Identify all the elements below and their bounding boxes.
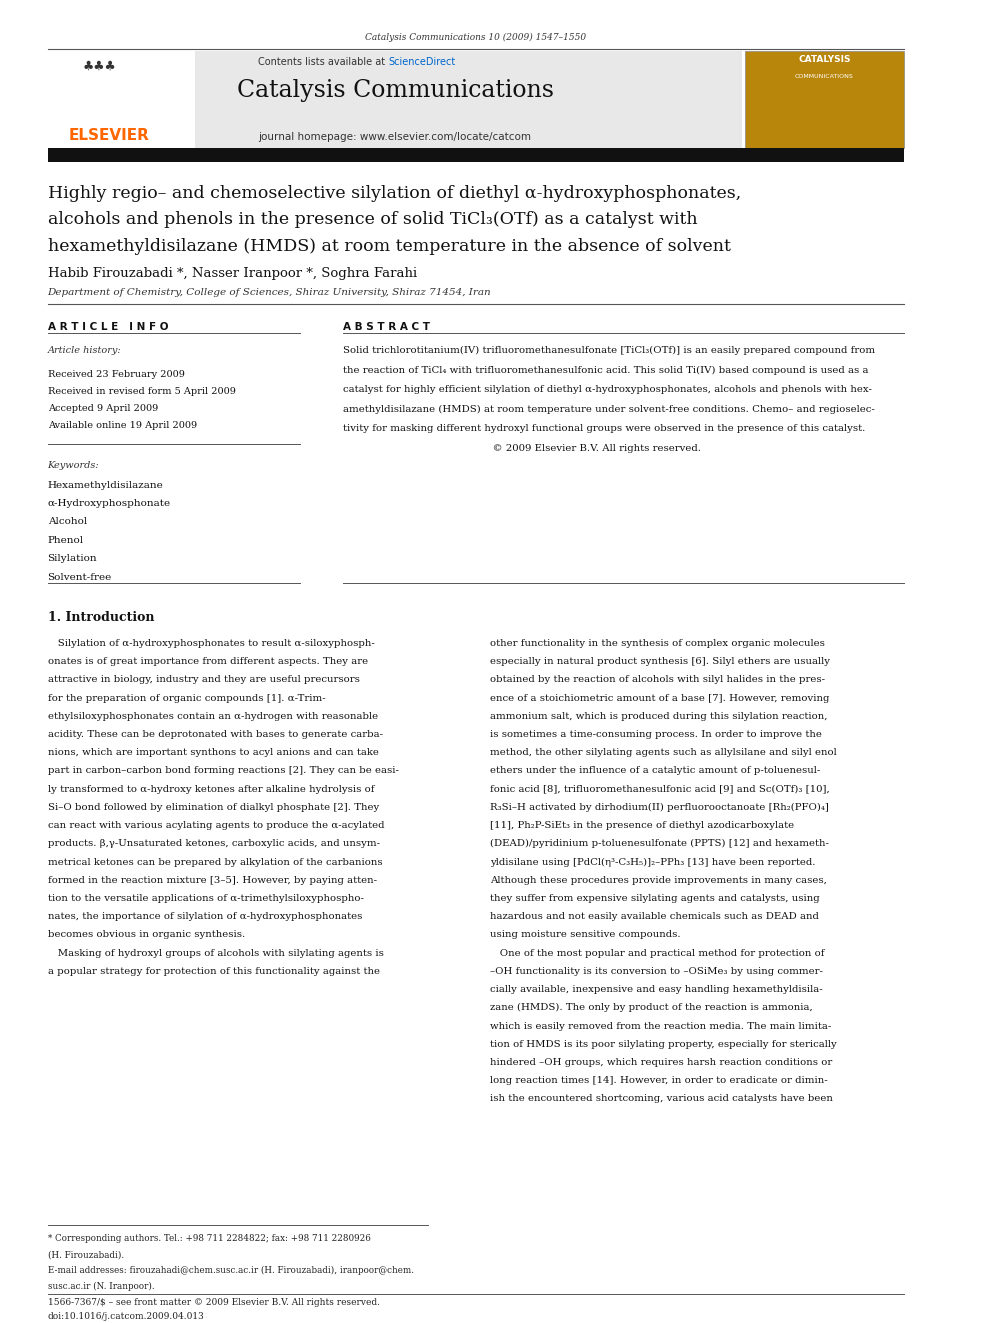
Text: Received in revised form 5 April 2009: Received in revised form 5 April 2009 (48, 386, 235, 396)
Text: ethers under the influence of a catalytic amount of p-toluenesul-: ethers under the influence of a catalyti… (490, 766, 820, 775)
Text: CATALYSIS: CATALYSIS (799, 56, 850, 65)
Text: E-mail addresses: firouzahadi@chem.susc.ac.ir (H. Firouzabadi), iranpoor@chem.: E-mail addresses: firouzahadi@chem.susc.… (48, 1266, 414, 1275)
Text: doi:10.1016/j.catcom.2009.04.013: doi:10.1016/j.catcom.2009.04.013 (48, 1312, 204, 1322)
Text: ammonium salt, which is produced during this silylation reaction,: ammonium salt, which is produced during … (490, 712, 827, 721)
Text: Hexamethyldisilazane: Hexamethyldisilazane (48, 480, 164, 490)
Text: they suffer from expensive silylating agents and catalysts, using: they suffer from expensive silylating ag… (490, 894, 819, 904)
Text: © 2009 Elsevier B.V. All rights reserved.: © 2009 Elsevier B.V. All rights reserved… (342, 443, 700, 452)
FancyBboxPatch shape (745, 52, 905, 148)
Text: COMMUNICATIONS: COMMUNICATIONS (795, 74, 854, 79)
Text: Received 23 February 2009: Received 23 February 2009 (48, 369, 185, 378)
Text: ethylsiloxyphosphonates contain an α-hydrogen with reasonable: ethylsiloxyphosphonates contain an α-hyd… (48, 712, 378, 721)
Text: ♣♣♣: ♣♣♣ (83, 60, 117, 73)
Text: zane (HMDS). The only by product of the reaction is ammonia,: zane (HMDS). The only by product of the … (490, 1003, 813, 1012)
Text: Available online 19 April 2009: Available online 19 April 2009 (48, 421, 196, 430)
Text: amethyldisilazane (HMDS) at room temperature under solvent-free conditions. Chem: amethyldisilazane (HMDS) at room tempera… (342, 405, 874, 414)
Text: Department of Chemistry, College of Sciences, Shiraz University, Shiraz 71454, I: Department of Chemistry, College of Scie… (48, 288, 491, 296)
FancyBboxPatch shape (48, 148, 905, 163)
Text: alcohols and phenols in the presence of solid TiCl₃(OTf) as a catalyst with: alcohols and phenols in the presence of … (48, 212, 697, 229)
Text: ScienceDirect: ScienceDirect (389, 57, 455, 66)
Text: catalyst for highly efficient silylation of diethyl α-hydroxyphosphonates, alcoh: catalyst for highly efficient silylation… (342, 385, 872, 394)
Text: ly transformed to α-hydroxy ketones after alkaline hydrolysis of: ly transformed to α-hydroxy ketones afte… (48, 785, 374, 794)
Text: cially available, inexpensive and easy handling hexamethyldisila-: cially available, inexpensive and easy h… (490, 986, 822, 994)
Text: Catalysis Communications: Catalysis Communications (236, 79, 554, 102)
Text: (DEAD)/pyridinium p-toluenesulfonate (PPTS) [12] and hexameth-: (DEAD)/pyridinium p-toluenesulfonate (PP… (490, 839, 829, 848)
Text: products. β,γ-Unsaturated ketones, carboxylic acids, and unsym-: products. β,γ-Unsaturated ketones, carbo… (48, 839, 380, 848)
Text: using moisture sensitive compounds.: using moisture sensitive compounds. (490, 930, 681, 939)
Text: tivity for masking different hydroxyl functional groups were observed in the pre: tivity for masking different hydroxyl fu… (342, 423, 865, 433)
Text: 1. Introduction: 1. Introduction (48, 611, 154, 624)
Text: fonic acid [8], trifluoromethanesulfonic acid [9] and Sc(OTf)₃ [10],: fonic acid [8], trifluoromethanesulfonic… (490, 785, 830, 794)
Text: journal homepage: www.elsevier.com/locate/catcom: journal homepage: www.elsevier.com/locat… (259, 132, 532, 142)
Text: onates is of great importance from different aspects. They are: onates is of great importance from diffe… (48, 658, 368, 667)
Text: Although these procedures provide improvements in many cases,: Although these procedures provide improv… (490, 876, 827, 885)
Text: [11], Ph₂P-SiEt₃ in the presence of diethyl azodicarboxylate: [11], Ph₂P-SiEt₃ in the presence of diet… (490, 822, 795, 830)
Text: Article history:: Article history: (48, 345, 121, 355)
Text: Si–O bond followed by elimination of dialkyl phosphate [2]. They: Si–O bond followed by elimination of dia… (48, 803, 379, 812)
Text: can react with various acylating agents to produce the α-acylated: can react with various acylating agents … (48, 822, 384, 830)
Text: metrical ketones can be prepared by alkylation of the carbanions: metrical ketones can be prepared by alky… (48, 857, 382, 867)
Text: yldisilane using [PdCl(η³-C₃H₅)]₂–PPh₃ [13] have been reported.: yldisilane using [PdCl(η³-C₃H₅)]₂–PPh₃ [… (490, 857, 815, 867)
Text: R₃Si–H activated by dirhodium(II) perfluorooctanoate [Rh₂(PFO)₄]: R₃Si–H activated by dirhodium(II) perflu… (490, 803, 829, 812)
Text: Phenol: Phenol (48, 536, 83, 545)
Text: nions, which are important synthons to acyl anions and can take: nions, which are important synthons to a… (48, 749, 379, 757)
Text: Silylation: Silylation (48, 554, 97, 564)
Text: Solvent-free: Solvent-free (48, 573, 112, 582)
Text: Habib Firouzabadi *, Nasser Iranpoor *, Soghra Farahi: Habib Firouzabadi *, Nasser Iranpoor *, … (48, 267, 417, 279)
Text: Solid trichlorotitanium(IV) trifluoromethanesulfonate [TiCl₃(OTf)] is an easily : Solid trichlorotitanium(IV) trifluoromet… (342, 345, 875, 355)
Text: a popular strategy for protection of this functionality against the: a popular strategy for protection of thi… (48, 967, 380, 976)
Text: tion of HMDS is its poor silylating property, especially for sterically: tion of HMDS is its poor silylating prop… (490, 1040, 837, 1049)
Text: tion to the versatile applications of α-trimethylsiloxyphospho-: tion to the versatile applications of α-… (48, 894, 363, 904)
Text: other functionality in the synthesis of complex organic molecules: other functionality in the synthesis of … (490, 639, 825, 648)
Text: Catalysis Communications 10 (2009) 1547–1550: Catalysis Communications 10 (2009) 1547–… (365, 33, 586, 42)
Text: for the preparation of organic compounds [1]. α-Trim-: for the preparation of organic compounds… (48, 693, 325, 703)
FancyBboxPatch shape (48, 52, 195, 148)
Text: ELSEVIER: ELSEVIER (68, 128, 150, 143)
Text: part in carbon–carbon bond forming reactions [2]. They can be easi-: part in carbon–carbon bond forming react… (48, 766, 399, 775)
Text: Masking of hydroxyl groups of alcohols with silylating agents is: Masking of hydroxyl groups of alcohols w… (48, 949, 384, 958)
Text: method, the other silylating agents such as allylsilane and silyl enol: method, the other silylating agents such… (490, 749, 837, 757)
Text: 1566-7367/$ – see front matter © 2009 Elsevier B.V. All rights reserved.: 1566-7367/$ – see front matter © 2009 El… (48, 1298, 380, 1307)
Text: ish the encountered shortcoming, various acid catalysts have been: ish the encountered shortcoming, various… (490, 1094, 833, 1103)
Text: –OH functionality is its conversion to –OSiMe₃ by using commer-: –OH functionality is its conversion to –… (490, 967, 823, 976)
Text: hindered –OH groups, which requires harsh reaction conditions or: hindered –OH groups, which requires hars… (490, 1058, 832, 1066)
Text: obtained by the reaction of alcohols with silyl halides in the pres-: obtained by the reaction of alcohols wit… (490, 675, 825, 684)
Text: attractive in biology, industry and they are useful precursors: attractive in biology, industry and they… (48, 675, 359, 684)
Text: Contents lists available at: Contents lists available at (258, 57, 389, 66)
Text: becomes obvious in organic synthesis.: becomes obvious in organic synthesis. (48, 930, 245, 939)
Text: A R T I C L E   I N F O: A R T I C L E I N F O (48, 321, 168, 332)
Text: (H. Firouzabadi).: (H. Firouzabadi). (48, 1250, 124, 1259)
Text: acidity. These can be deprotonated with bases to generate carba-: acidity. These can be deprotonated with … (48, 730, 383, 740)
Text: Silylation of α-hydroxyphosphonates to result α-siloxyphosph-: Silylation of α-hydroxyphosphonates to r… (48, 639, 374, 648)
Text: is sometimes a time-consuming process. In order to improve the: is sometimes a time-consuming process. I… (490, 730, 822, 740)
Text: formed in the reaction mixture [3–5]. However, by paying atten-: formed in the reaction mixture [3–5]. Ho… (48, 876, 377, 885)
Text: A B S T R A C T: A B S T R A C T (342, 321, 430, 332)
Text: long reaction times [14]. However, in order to eradicate or dimin-: long reaction times [14]. However, in or… (490, 1076, 828, 1085)
Text: One of the most popular and practical method for protection of: One of the most popular and practical me… (490, 949, 824, 958)
Text: especially in natural product synthesis [6]. Silyl ethers are usually: especially in natural product synthesis … (490, 658, 830, 667)
Text: nates, the importance of silylation of α-hydroxyphosphonates: nates, the importance of silylation of α… (48, 912, 362, 921)
Text: which is easily removed from the reaction media. The main limita-: which is easily removed from the reactio… (490, 1021, 831, 1031)
Text: Highly regio– and chemoselective silylation of diethyl α-hydroxyphosphonates,: Highly regio– and chemoselective silylat… (48, 185, 741, 202)
Text: Keywords:: Keywords: (48, 460, 99, 470)
Text: ence of a stoichiometric amount of a base [7]. However, removing: ence of a stoichiometric amount of a bas… (490, 693, 829, 703)
Text: susc.ac.ir (N. Iranpoor).: susc.ac.ir (N. Iranpoor). (48, 1282, 154, 1291)
Text: * Corresponding authors. Tel.: +98 711 2284822; fax: +98 711 2280926: * Corresponding authors. Tel.: +98 711 2… (48, 1234, 370, 1244)
Text: hexamethyldisilazane (HMDS) at room temperature in the absence of solvent: hexamethyldisilazane (HMDS) at room temp… (48, 238, 730, 254)
FancyBboxPatch shape (48, 52, 742, 148)
Text: hazardous and not easily available chemicals such as DEAD and: hazardous and not easily available chemi… (490, 912, 819, 921)
Text: α-Hydroxyphosphonate: α-Hydroxyphosphonate (48, 499, 171, 508)
Text: Accepted 9 April 2009: Accepted 9 April 2009 (48, 404, 158, 413)
Text: Alcohol: Alcohol (48, 517, 87, 527)
Text: the reaction of TiCl₄ with trifluoromethanesulfonic acid. This solid Ti(IV) base: the reaction of TiCl₄ with trifluorometh… (342, 365, 868, 374)
